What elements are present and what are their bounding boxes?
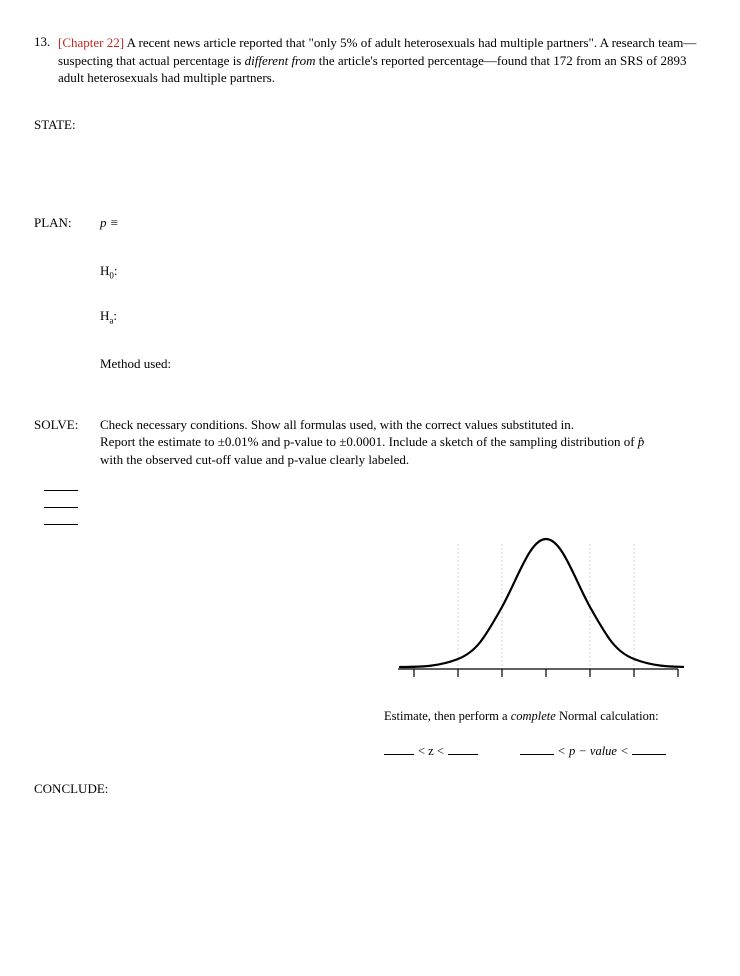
h0-colon: : [114, 263, 118, 278]
solve-line2: Report the estimate to ±0.01% and p-valu… [100, 433, 702, 451]
solve-line3: with the observed cut-off value and p-va… [100, 451, 702, 469]
h0-sym: H [100, 263, 109, 278]
pv-c: < [621, 744, 628, 759]
solve-line1: Check necessary conditions. Show all for… [100, 416, 702, 434]
blank-line-3 [44, 524, 78, 525]
method-row: Method used: [100, 356, 702, 372]
z-low-blank [384, 742, 414, 754]
conclude-label: CONCLUDE: [34, 781, 108, 796]
blank-line-1 [44, 490, 78, 491]
solve-label: SOLVE: [34, 417, 100, 433]
pv-low-blank [520, 742, 554, 754]
question-block: 13. [Chapter 22] A recent news article r… [34, 34, 702, 87]
state-section: STATE: [34, 117, 702, 133]
z-lt: < z < [418, 744, 444, 759]
q-text-em: different from [245, 53, 316, 68]
estimate-line: Estimate, then perform a complete Normal… [384, 709, 702, 724]
est-a: Estimate, then perform a [384, 709, 511, 723]
solve-instructions: Check necessary conditions. Show all for… [100, 416, 702, 469]
conclude-section: CONCLUDE: [34, 781, 702, 797]
blank-line-2 [44, 507, 78, 508]
ha-row: Ha: [100, 308, 702, 326]
plan-label: PLAN: [34, 215, 100, 231]
normal-curve [384, 499, 702, 695]
est-b: Normal calculation: [556, 709, 659, 723]
ha-colon: : [113, 308, 117, 323]
plan-section: PLAN: p ≡ H0: Ha: Method used: [34, 215, 702, 372]
p-hat: p̂ [638, 434, 645, 449]
plan-p-def: p ≡ [100, 215, 119, 231]
est-em: complete [511, 709, 556, 723]
solve-line2a: Report the estimate to ±0.01% and p-valu… [100, 434, 638, 449]
fill-line: < z < < p − value < [384, 742, 702, 758]
ha-sym: H [100, 308, 109, 323]
question-number: 13. [34, 34, 58, 87]
normal-curve-svg [384, 499, 684, 695]
pv-b: p − value [569, 744, 617, 759]
solve-section: SOLVE: Check necessary conditions. Show … [34, 416, 702, 759]
state-label: STATE: [34, 117, 76, 132]
chapter-tag: [Chapter 22] [58, 35, 124, 50]
h0-row: H0: [100, 263, 702, 281]
z-high-blank [448, 742, 478, 754]
question-text: [Chapter 22] A recent news article repor… [58, 34, 702, 87]
method-label: Method used: [100, 356, 171, 371]
pv-a: < [558, 744, 565, 759]
pv-high-blank [632, 742, 666, 754]
